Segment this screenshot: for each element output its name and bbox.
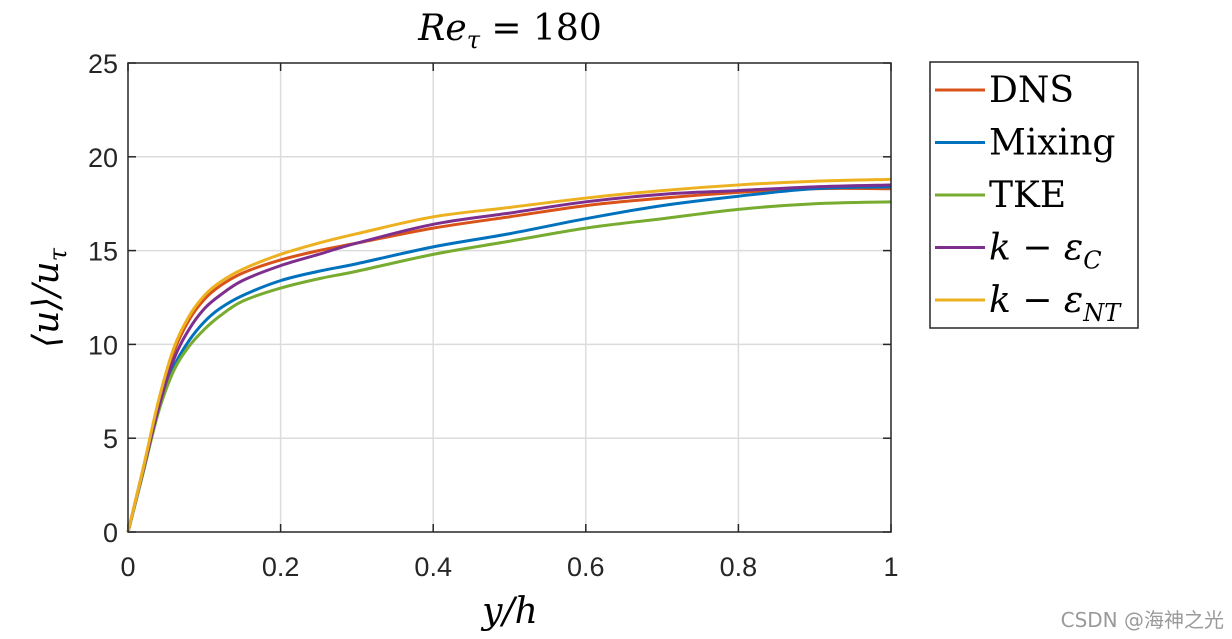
legend-label: k − εC (989, 228, 1102, 275)
plot-box (127, 62, 892, 533)
legend-entry-k-c: k − εC (935, 228, 1102, 275)
x-axis-label: y/h (480, 591, 538, 632)
x-tick-label: 0.4 (414, 552, 452, 582)
grid (128, 63, 891, 532)
y-tick-label: 5 (103, 424, 118, 454)
x-tick-labels: 0 0.2 0.4 0.6 0.8 1 (120, 552, 898, 582)
legend-entry-tke: TKE (935, 175, 1066, 216)
legend: DNS Mixing TKE k − εC k − εNT (929, 61, 1139, 329)
legend-label: Mixing (989, 123, 1115, 164)
legend-entry-mixing: Mixing (935, 123, 1115, 164)
x-tick-label: 0.8 (720, 552, 758, 582)
watermark-text: CSDN @海神之光 (1060, 608, 1224, 632)
series-line-mixing (126, 185, 892, 533)
x-tick-label: 0.2 (262, 552, 300, 582)
series-line-k-c (126, 183, 892, 533)
y-tick-label: 0 (103, 518, 118, 548)
x-tick-label: 0.6 (567, 552, 605, 582)
y-tick-label: 25 (88, 49, 118, 79)
x-tick-label: 1 (883, 552, 898, 582)
y-axis-label: ⟨u⟩/uτ (26, 247, 72, 348)
y-tick-label: 20 (88, 143, 118, 173)
y-tick-label: 15 (88, 237, 118, 267)
legend-label: TKE (989, 175, 1066, 216)
plot-area (128, 63, 891, 532)
y-tick-label: 10 (88, 330, 118, 360)
legend-label: k − εNT (989, 280, 1122, 327)
series-lines (126, 177, 892, 533)
y-tick-labels: 0 5 10 15 20 25 (88, 49, 118, 548)
legend-label: DNS (989, 70, 1074, 111)
series-line-tke (126, 200, 892, 533)
legend-entry-k-nt: k − εNT (935, 280, 1122, 327)
x-tick-label: 0 (120, 552, 135, 582)
legend-entry-dns: DNS (935, 70, 1074, 111)
series-line-k-nt (126, 177, 892, 533)
chart-title: Reτ = 180 (417, 8, 601, 54)
